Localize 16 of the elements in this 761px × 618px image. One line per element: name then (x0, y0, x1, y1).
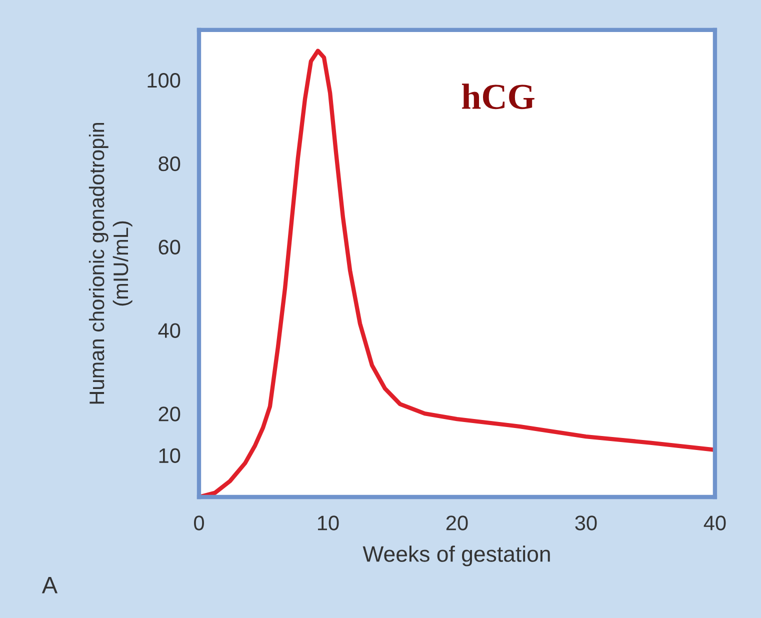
x-tick-label: 40 (704, 516, 726, 530)
y-tick-label: 10 (159, 448, 180, 464)
text: A (42, 576, 58, 594)
line-series (199, 48, 715, 497)
annotation: hCG (462, 84, 534, 110)
x-tick-label: 10 (318, 516, 339, 530)
y-tick-label: 100 (148, 73, 180, 88)
y-axis-title: Human chorionic gonadotropin (mIU/mL) (88, 122, 132, 404)
y-tick-label: 60 (158, 240, 180, 255)
x-tick-label: 20 (446, 516, 468, 530)
y-tick-label: 80 (158, 156, 180, 172)
y-tick-label: 20 (158, 406, 180, 422)
x-tick-label: 0 (194, 516, 204, 530)
x-tick-label: 30 (575, 516, 597, 530)
x-axis-title: Weeks of gestation (362, 546, 550, 566)
y-tick-label: 40 (158, 323, 180, 338)
